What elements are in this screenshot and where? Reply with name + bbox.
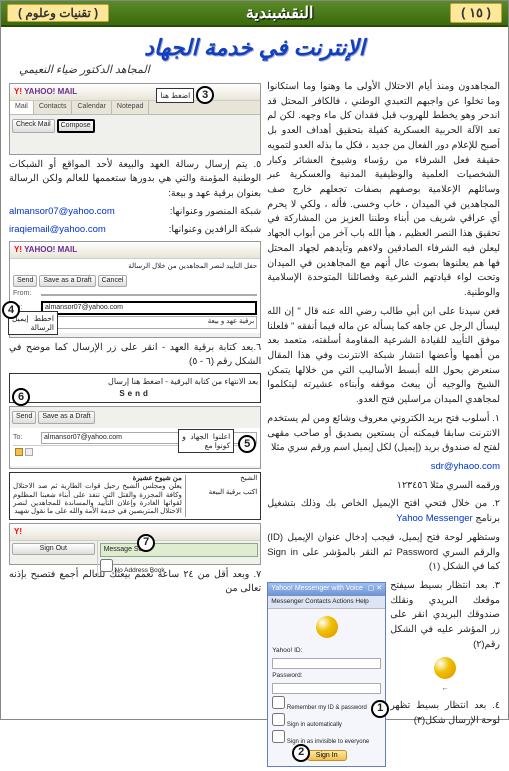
send-button[interactable]: Send bbox=[13, 275, 37, 288]
cancel-button[interactable]: Cancel bbox=[98, 275, 128, 288]
pw-label: Password: bbox=[272, 671, 381, 681]
left-column: Y! YAHOO! MAIL Mail Contacts Calendar No… bbox=[9, 80, 261, 767]
step-2b: وستظهر لوحة فتح إيميل، فيجب إدخال عنوان … bbox=[267, 531, 500, 575]
message-sent-banner: Message Sent bbox=[100, 543, 259, 558]
network1-email: almansor07@yahoo.com bbox=[9, 205, 115, 219]
network2-email: iraqiemail@yahoo.com bbox=[9, 223, 106, 237]
example-email: sdr@yhaoo.com bbox=[431, 460, 500, 475]
step-6: ٦.بعد كتابة برقية العهد - انقر على زر ال… bbox=[9, 341, 261, 370]
send-label: Send bbox=[12, 388, 258, 400]
from-field bbox=[41, 294, 257, 296]
messenger-titlebar: Yahoo! Messenger with Voice ▢ ✕ bbox=[268, 583, 385, 596]
remember-checkbox[interactable] bbox=[272, 696, 285, 709]
step-4: ٤. بعد انتظار بسيط تظهر لوحة الإرسال شكل… bbox=[390, 699, 500, 728]
save-draft-2[interactable]: Save as a Draft bbox=[38, 411, 94, 424]
step-1: ١. أسلوب فتح بريد الكتروني معروف وشائع و… bbox=[267, 412, 500, 456]
intro-para-2: فعن سيدنا على ابن أبي طالب رضي الله عنه … bbox=[267, 305, 500, 408]
sign-out-button[interactable]: Sign Out bbox=[12, 543, 95, 556]
section-title: النقشبندية bbox=[246, 3, 314, 23]
addr-checkbox[interactable] bbox=[100, 559, 113, 572]
password-input[interactable] bbox=[272, 683, 381, 694]
mail-compose-form: Y! YAHOO! MAIL حفل التأييد لنصر المجاهدي… bbox=[9, 241, 261, 338]
page-number: ( ١٥ ) bbox=[450, 3, 502, 23]
messenger-login-window: Yahoo! Messenger with Voice ▢ ✕ Messenge… bbox=[267, 582, 386, 767]
step-2a: ٢. من خلال فتحي افتح الإيميل الخاص بك وذ… bbox=[267, 497, 500, 526]
callout-press-here: اضغط هنا bbox=[156, 88, 194, 103]
intro-para-1: المجاهدون ومنذ أيام الاحتلال الأولى ما و… bbox=[267, 80, 500, 301]
format-icon-2[interactable] bbox=[25, 448, 33, 456]
compose-button[interactable]: Compose bbox=[57, 119, 95, 134]
step-3: ٣. بعد انتظار بسيط سيفتح موقعك البريدي و… bbox=[390, 579, 500, 653]
messenger-icon bbox=[434, 657, 456, 679]
save-draft-button[interactable]: Save as a Draft bbox=[39, 275, 95, 288]
invisible-checkbox[interactable] bbox=[272, 730, 285, 743]
email-example-line: sdr@yhaoo.com bbox=[267, 460, 500, 475]
pledge-text-box: الشيخ اكتب برقية البيعة من شيوخ عشيرة يع… bbox=[9, 472, 261, 520]
circle-4: 4 bbox=[2, 301, 20, 319]
compose-body-text: حفل التأييد لنصر المجاهدين من خلال الرسا… bbox=[13, 262, 257, 273]
mail-tab[interactable]: Mail bbox=[10, 101, 34, 114]
contacts-tab[interactable]: Contacts bbox=[34, 101, 73, 114]
id-label: Yahoo! ID: bbox=[272, 646, 381, 656]
yahoo-logo: Y! bbox=[14, 87, 22, 96]
network1-label: شبكة المنصور وعنوانها: bbox=[170, 205, 261, 219]
network2-label: شبكة الرافدين وعنوانها: bbox=[169, 223, 262, 237]
yahoo-id-input[interactable] bbox=[272, 658, 381, 669]
notepad-tab[interactable]: Notepad bbox=[112, 101, 149, 114]
category-label: ( تقنيات وعلوم ) bbox=[7, 4, 109, 22]
mail-sent-screenshot: Y! Sign Out Message Sent No Address Book… bbox=[9, 523, 261, 565]
sign-in-button[interactable]: Sign In bbox=[307, 750, 347, 761]
mail-screenshot-compose: Y! YAHOO! MAIL Mail Contacts Calendar No… bbox=[9, 83, 261, 155]
circle-1: 1 bbox=[371, 700, 389, 718]
mail-compose-expanded: Send Save as a Draft To:almansor07@yahoo… bbox=[9, 406, 261, 469]
send-instruction-box: بعد الانتهاء من كتابة البرقية - اضغط هنا… bbox=[9, 373, 261, 403]
yahoo-messenger-label: Yahoo Messenger bbox=[396, 512, 472, 527]
right-column: المجاهدون ومنذ أيام الاحتلال الأولى ما و… bbox=[267, 80, 500, 767]
page-header: ( ١٥ ) النقشبندية ( تقنيات وعلوم ) bbox=[1, 1, 508, 27]
callout-5-header: اعلنوا الجهاد و كونوا مع bbox=[178, 429, 234, 453]
main-title: الإنترنت في خدمة الجهاد bbox=[1, 35, 508, 61]
secret-number: ورقمه السري مثلا ١٢٣٤٥٦ bbox=[267, 479, 500, 494]
author-name: المجاهد الدكتور ضياء النعيمي bbox=[1, 63, 508, 76]
check-mail-button[interactable]: Check Mail bbox=[12, 119, 55, 134]
step-5: ٥. يتم إرسال رسالة العهد والبيعة لأحد ال… bbox=[9, 158, 261, 201]
circle-2: 2 bbox=[292, 744, 310, 762]
send-button-2[interactable]: Send bbox=[12, 411, 36, 424]
subject-field[interactable]: برقية عهد و بيعة bbox=[41, 316, 257, 329]
messenger-menu[interactable]: Messenger Contacts Actions Help bbox=[268, 596, 385, 609]
calendar-tab[interactable]: Calendar bbox=[72, 101, 111, 114]
window-controls[interactable]: ▢ ✕ bbox=[368, 584, 382, 595]
messenger-logo-icon bbox=[316, 616, 338, 638]
format-icon[interactable] bbox=[15, 448, 23, 456]
content-columns: المجاهدون ومنذ أيام الاحتلال الأولى ما و… bbox=[1, 76, 508, 771]
circle-7: 7 bbox=[137, 534, 155, 552]
circle-6: 6 bbox=[12, 388, 30, 406]
to-field[interactable]: almansor07@yahoo.com bbox=[41, 301, 257, 316]
